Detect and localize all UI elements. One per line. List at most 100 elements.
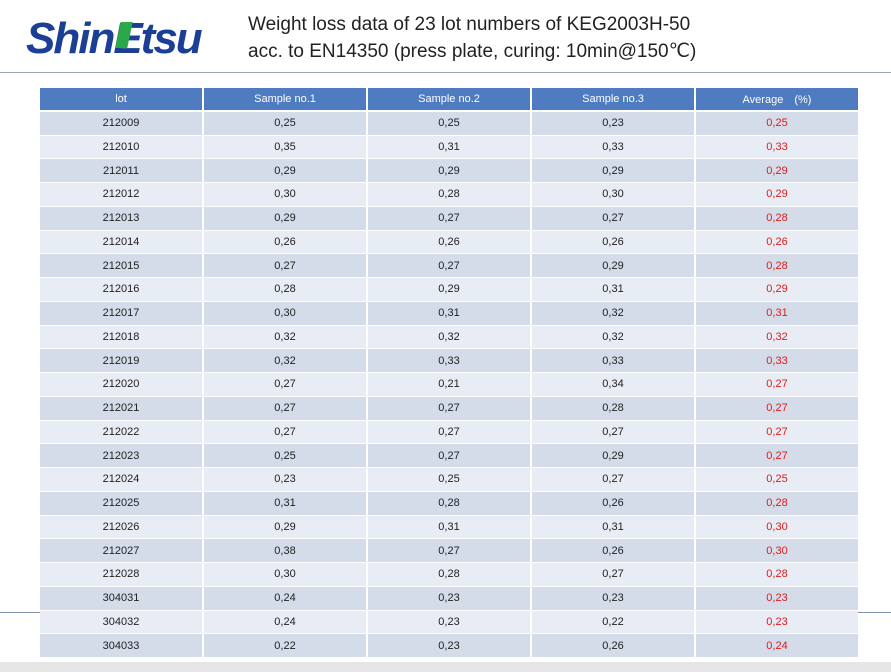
cell: 0,26	[532, 230, 696, 255]
cell: 212013	[40, 206, 204, 231]
cell: 0,31	[532, 278, 696, 302]
table-row: 212028 0,30 0,28 0,27 0,28	[40, 563, 858, 587]
cell: 0,26	[204, 230, 368, 255]
cell: 0,29	[696, 183, 858, 207]
cell: 0,35	[204, 135, 368, 160]
cell: 212016	[40, 278, 204, 302]
cell: 304031	[40, 586, 204, 611]
cell: 0,32	[532, 301, 696, 326]
cell: 212028	[40, 563, 204, 587]
cell: 0,27	[368, 420, 532, 445]
cell: 0,31	[532, 515, 696, 540]
cell: 0,23	[532, 586, 696, 611]
cell: 0,32	[532, 325, 696, 350]
table-row: 304032 0,24 0,23 0,22 0,23	[40, 610, 858, 635]
cell: 0,25	[696, 111, 858, 136]
cell: 0,29	[368, 278, 532, 302]
cell: 0,23	[368, 586, 532, 611]
cell: 0,28	[696, 206, 858, 231]
header-cell: Sample no.3	[532, 88, 696, 111]
table-row: 212019 0,32 0,33 0,33 0,33	[40, 349, 858, 373]
table-row: 304033 0,22 0,23 0,26 0,24	[40, 634, 858, 658]
cell: 0,34	[532, 373, 696, 397]
cell: 0,23	[204, 468, 368, 492]
table-row: 212013 0,29 0,27 0,27 0,28	[40, 206, 858, 231]
cell: 0,27	[204, 254, 368, 278]
cell: 212009	[40, 111, 204, 136]
cell: 0,33	[696, 349, 858, 373]
table-row: 212016 0,28 0,29 0,31 0,29	[40, 278, 858, 302]
table-row: 212012 0,30 0,28 0,30 0,29	[40, 183, 858, 207]
title: acc. to EN14350 (press plate, curing: 10…	[248, 41, 697, 62]
cell: 212025	[40, 491, 204, 516]
cell: 212019	[40, 349, 204, 373]
table-row: 304031 0,24 0,23 0,23 0,23	[40, 586, 858, 611]
cell: 0,27	[696, 444, 858, 468]
table-row: 212020 0,27 0,21 0,34 0,27	[40, 373, 858, 397]
cell: 212026	[40, 515, 204, 540]
cell: 0,33	[368, 349, 532, 373]
header-row: lot Sample no.1 Sample no.2 Sample no.3 Aver…	[40, 88, 858, 112]
cell: 0,30	[696, 515, 858, 540]
cell: 0,23	[532, 111, 696, 136]
cell: 0,25	[204, 111, 368, 136]
cell: 0,29	[532, 444, 696, 468]
cell: 212027	[40, 539, 204, 563]
table-row: 212011 0,29 0,29 0,29 0,29	[40, 159, 858, 183]
cell: 212017	[40, 301, 204, 326]
cell: 0,28	[696, 491, 858, 516]
cell: 212021	[40, 396, 204, 421]
cell: 0,33	[532, 135, 696, 160]
cell: 0,30	[696, 539, 858, 563]
cell: 0,32	[368, 325, 532, 350]
cell: 0,31	[696, 301, 858, 326]
cell: 212015	[40, 254, 204, 278]
cell: 0,25	[368, 111, 532, 136]
cell: 0,33	[532, 349, 696, 373]
cell: 0,26	[532, 491, 696, 516]
cell: 0,24	[696, 634, 858, 658]
cell: 0,27	[532, 468, 696, 492]
cell: 0,27	[532, 206, 696, 231]
cell: 0,24	[204, 586, 368, 611]
cell: 0,21	[368, 373, 532, 397]
table-row: 212027 0,38 0,27 0,26 0,30	[40, 539, 858, 563]
cell: 304033	[40, 634, 204, 658]
cell: 212011	[40, 159, 204, 183]
cell: 0,29	[532, 254, 696, 278]
cell: 0,29	[368, 159, 532, 183]
cell: 0,22	[204, 634, 368, 658]
cell: 0,33	[696, 135, 858, 160]
cell: 0,26	[532, 539, 696, 563]
cell: 212020	[40, 373, 204, 397]
table-row: 212010 0,35 0,31 0,33 0,33	[40, 135, 858, 160]
cell: 304032	[40, 610, 204, 635]
cell: 0,28	[204, 278, 368, 302]
cell: 212010	[40, 135, 204, 160]
cell: 0,27	[204, 396, 368, 421]
cell: 0,26	[532, 634, 696, 658]
cell: 0,30	[532, 183, 696, 207]
table-row: 212025 0,31 0,28 0,26 0,28	[40, 491, 858, 516]
cell: 212024	[40, 468, 204, 492]
table-row: 212015 0,27 0,27 0,29 0,28	[40, 254, 858, 278]
table-row: 212021 0,27 0,27 0,28 0,27	[40, 396, 858, 421]
header-cell: lot	[40, 88, 204, 111]
table-row: 212014 0,26 0,26 0,26 0,26	[40, 230, 858, 255]
cell: 0,29	[532, 159, 696, 183]
cell: 0,38	[204, 539, 368, 563]
cell: 0,27	[204, 420, 368, 445]
footer-band	[0, 662, 891, 672]
cell: 0,23	[696, 610, 858, 635]
cell: 0,32	[696, 325, 858, 350]
cell: 0,28	[368, 491, 532, 516]
cell: 0,31	[204, 491, 368, 516]
header-cell: Average (%)	[696, 88, 858, 111]
cell: 0,26	[368, 230, 532, 255]
cell: 0,26	[696, 230, 858, 255]
cell: 0,27	[368, 206, 532, 231]
cell: 212022	[40, 420, 204, 445]
cell: 0,29	[696, 278, 858, 302]
table-row: 212024 0,23 0,25 0,27 0,25	[40, 468, 858, 492]
